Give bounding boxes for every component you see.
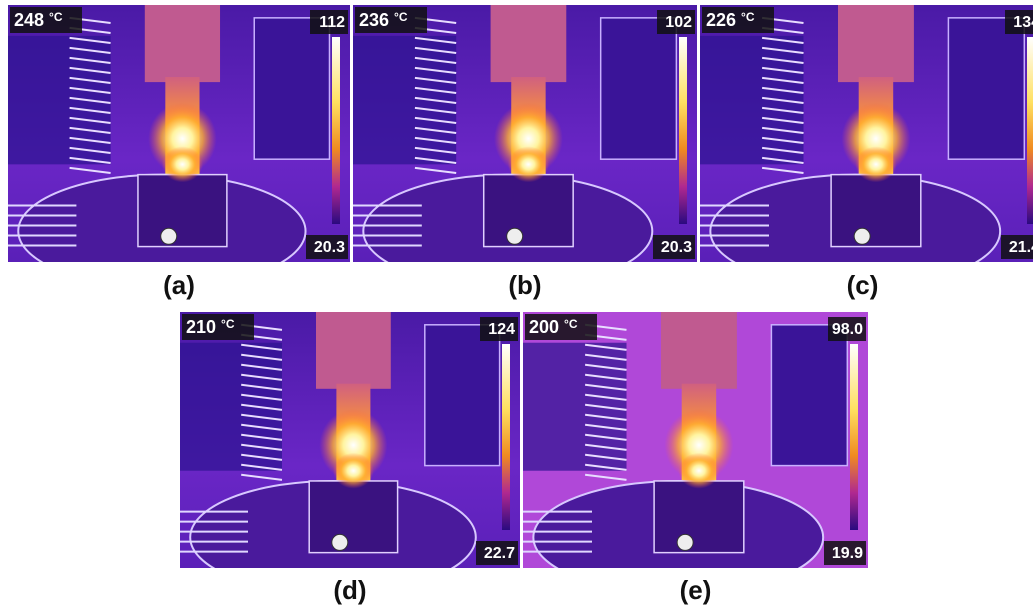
scale-max: 112 [319, 14, 345, 31]
vise-knob [677, 534, 693, 550]
color-scale-bar [502, 344, 510, 530]
window [180, 343, 282, 471]
scale-min: 20.3 [314, 239, 345, 256]
temperature-unit: °C [221, 317, 235, 331]
scale-max: 98.0 [832, 321, 863, 338]
door [948, 18, 1024, 159]
thermal-image: 226 °C 134 21.4 [700, 5, 1033, 288]
temperature-unit: °C [394, 10, 408, 24]
vise-knob [507, 228, 523, 244]
color-scale-bar [332, 37, 340, 224]
spindle [491, 5, 567, 82]
scale-min: 21.4 [1009, 239, 1033, 256]
hot-spot [678, 453, 719, 489]
temperature-value: 200 [529, 317, 559, 337]
color-scale-bar [679, 37, 687, 224]
color-scale-bar [850, 344, 858, 530]
temperature-unit: °C [741, 10, 755, 24]
scale-min: 22.7 [484, 545, 515, 562]
hot-spot [855, 146, 896, 182]
spindle [661, 312, 737, 389]
panel-caption: (d) [333, 575, 366, 605]
vise [654, 481, 744, 553]
thermal-image: 236 °C 102 20.3 [353, 5, 697, 288]
vise-knob [161, 228, 177, 244]
thermal-image: 200 °C 98.0 19.9 [523, 312, 868, 594]
scale-max: 102 [665, 14, 692, 31]
thermal-image: 248 °C 112 20.3 [8, 5, 350, 288]
vise-knob [332, 534, 348, 550]
spindle [838, 5, 914, 82]
hot-spot [162, 146, 203, 182]
panel-caption: (b) [508, 270, 541, 300]
vise [309, 481, 397, 553]
panel-caption: (c) [847, 270, 879, 300]
color-scale-bar [1027, 37, 1033, 224]
temperature-value: 210 [186, 317, 216, 337]
scale-max: 134 [1013, 14, 1033, 31]
vise [484, 175, 573, 247]
spindle [316, 312, 391, 389]
figure: 248 °C 112 20.3 (a) 236 °C 102 20.3 (b) 226 °C 134 21… [0, 0, 1033, 613]
temperature-value: 226 [706, 10, 736, 30]
vise [831, 175, 921, 247]
hot-spot [333, 453, 374, 489]
temperature-unit: °C [564, 317, 578, 331]
door [771, 325, 847, 466]
hot-spot [508, 146, 549, 182]
panel-caption: (e) [680, 575, 712, 605]
door [254, 18, 329, 159]
window [523, 343, 627, 471]
scale-max: 124 [488, 321, 515, 338]
panel-caption: (a) [163, 270, 195, 300]
temperature-value: 236 [359, 10, 389, 30]
vise [138, 175, 227, 247]
vise-knob [854, 228, 870, 244]
temperature-value: 248 [14, 10, 44, 30]
spindle [145, 5, 220, 82]
scale-min: 20.3 [661, 239, 692, 256]
thermal-image: 210 °C 124 22.7 [180, 312, 520, 594]
door [601, 18, 677, 159]
door [425, 325, 500, 466]
temperature-unit: °C [49, 10, 63, 24]
scale-min: 19.9 [832, 545, 863, 562]
